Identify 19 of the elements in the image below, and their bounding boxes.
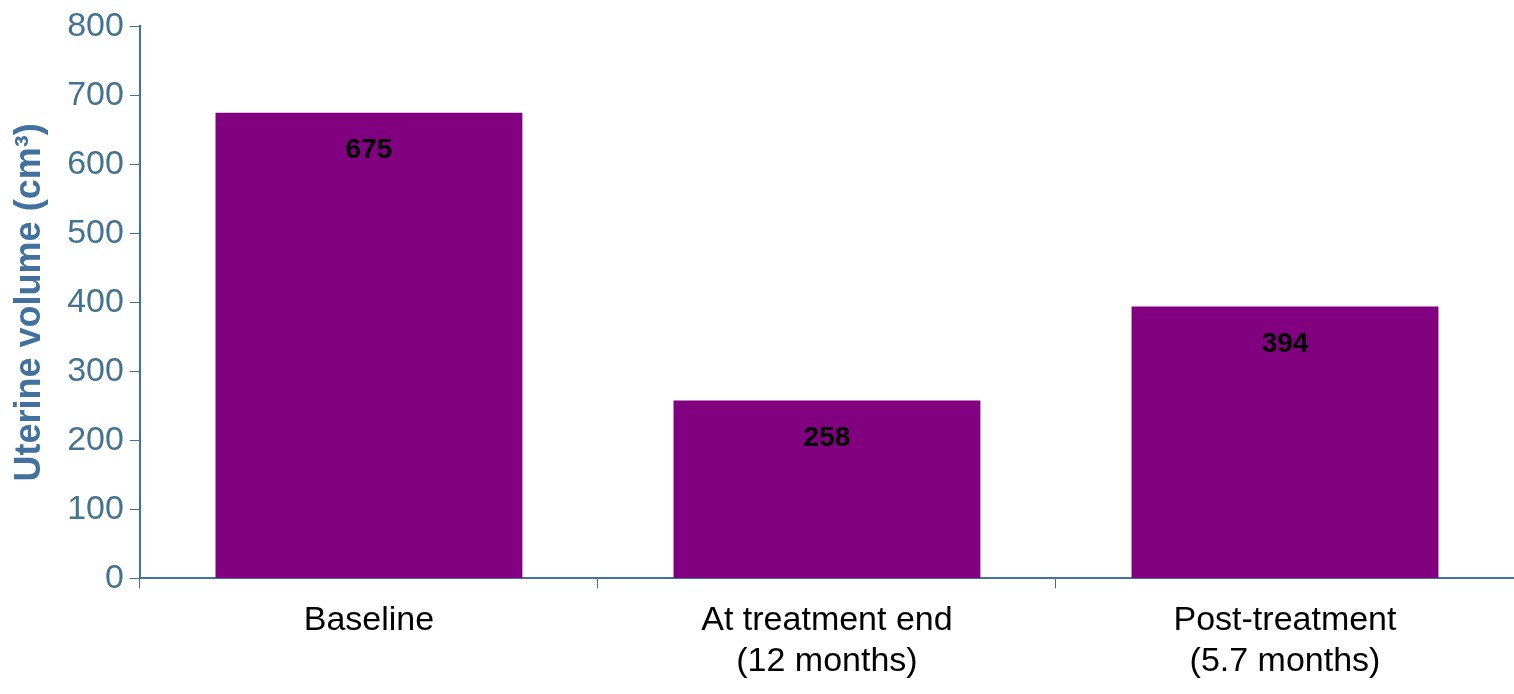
y-tick-label: 500: [67, 211, 124, 250]
bar: [673, 400, 981, 578]
y-tick-label: 200: [67, 418, 124, 457]
data-label: 394: [1261, 327, 1309, 359]
y-tick-label: 600: [67, 142, 124, 181]
bar: [1131, 306, 1439, 578]
y-tick-label: 100: [67, 487, 124, 526]
x-tick-label: Baseline: [303, 599, 435, 638]
data-label: 258: [803, 421, 851, 453]
y-axis-title: Uterine volume (cm³): [6, 123, 48, 482]
y-tick-label: 700: [67, 73, 124, 112]
y-tick-label: 400: [67, 280, 124, 319]
x-tick-label: At treatment end (12 months): [701, 599, 953, 678]
data-label: 675: [345, 133, 393, 165]
bar: [215, 112, 523, 578]
y-tick-label: 0: [105, 556, 124, 595]
x-tick-label: Post-treatment (5.7 months): [1173, 599, 1398, 678]
y-tick-label: 300: [67, 349, 124, 388]
y-tick-label: 800: [67, 4, 124, 43]
